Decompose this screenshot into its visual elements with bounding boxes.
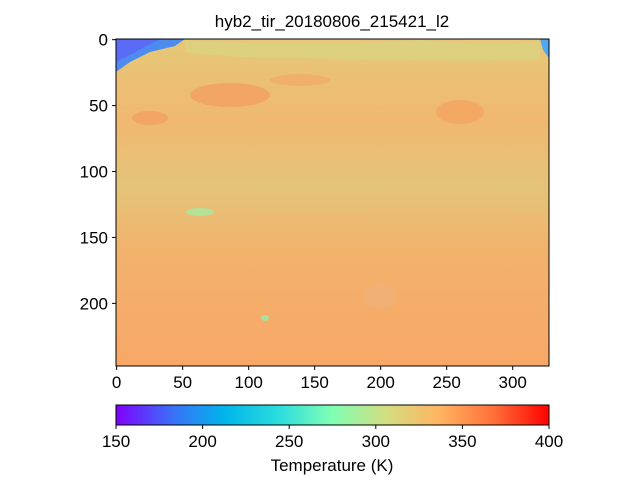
axes-frame bbox=[115, 38, 550, 367]
x-tick-label: 250 bbox=[433, 373, 461, 392]
x-tick-label: 0 bbox=[112, 373, 121, 392]
y-tick-label: 50 bbox=[89, 97, 108, 116]
y-tick-label: 150 bbox=[80, 228, 108, 247]
x-tick-label: 150 bbox=[300, 373, 328, 392]
x-tick-label: 200 bbox=[366, 373, 394, 392]
chart-title: hyb2_tir_20180806_215421_l2 bbox=[215, 12, 449, 31]
colorbar-tick-label: 150 bbox=[102, 432, 130, 451]
x-tick-label: 100 bbox=[234, 373, 262, 392]
y-tick-label: 0 bbox=[99, 31, 108, 50]
colorbar-tick-label: 200 bbox=[188, 432, 216, 451]
x-tick-label: 50 bbox=[173, 373, 192, 392]
colorbar-tick-label: 400 bbox=[535, 432, 563, 451]
y-tick-label: 100 bbox=[80, 163, 108, 182]
colorbar-tick-label: 350 bbox=[448, 432, 476, 451]
colorbar-tick-label: 250 bbox=[275, 432, 303, 451]
colorbar bbox=[115, 404, 550, 426]
y-tick-label: 200 bbox=[80, 294, 108, 313]
x-tick-label: 300 bbox=[499, 373, 527, 392]
colorbar-label: Temperature (K) bbox=[271, 456, 394, 475]
colorbar-tick-label: 300 bbox=[362, 432, 390, 451]
thermal-image bbox=[116, 39, 549, 366]
